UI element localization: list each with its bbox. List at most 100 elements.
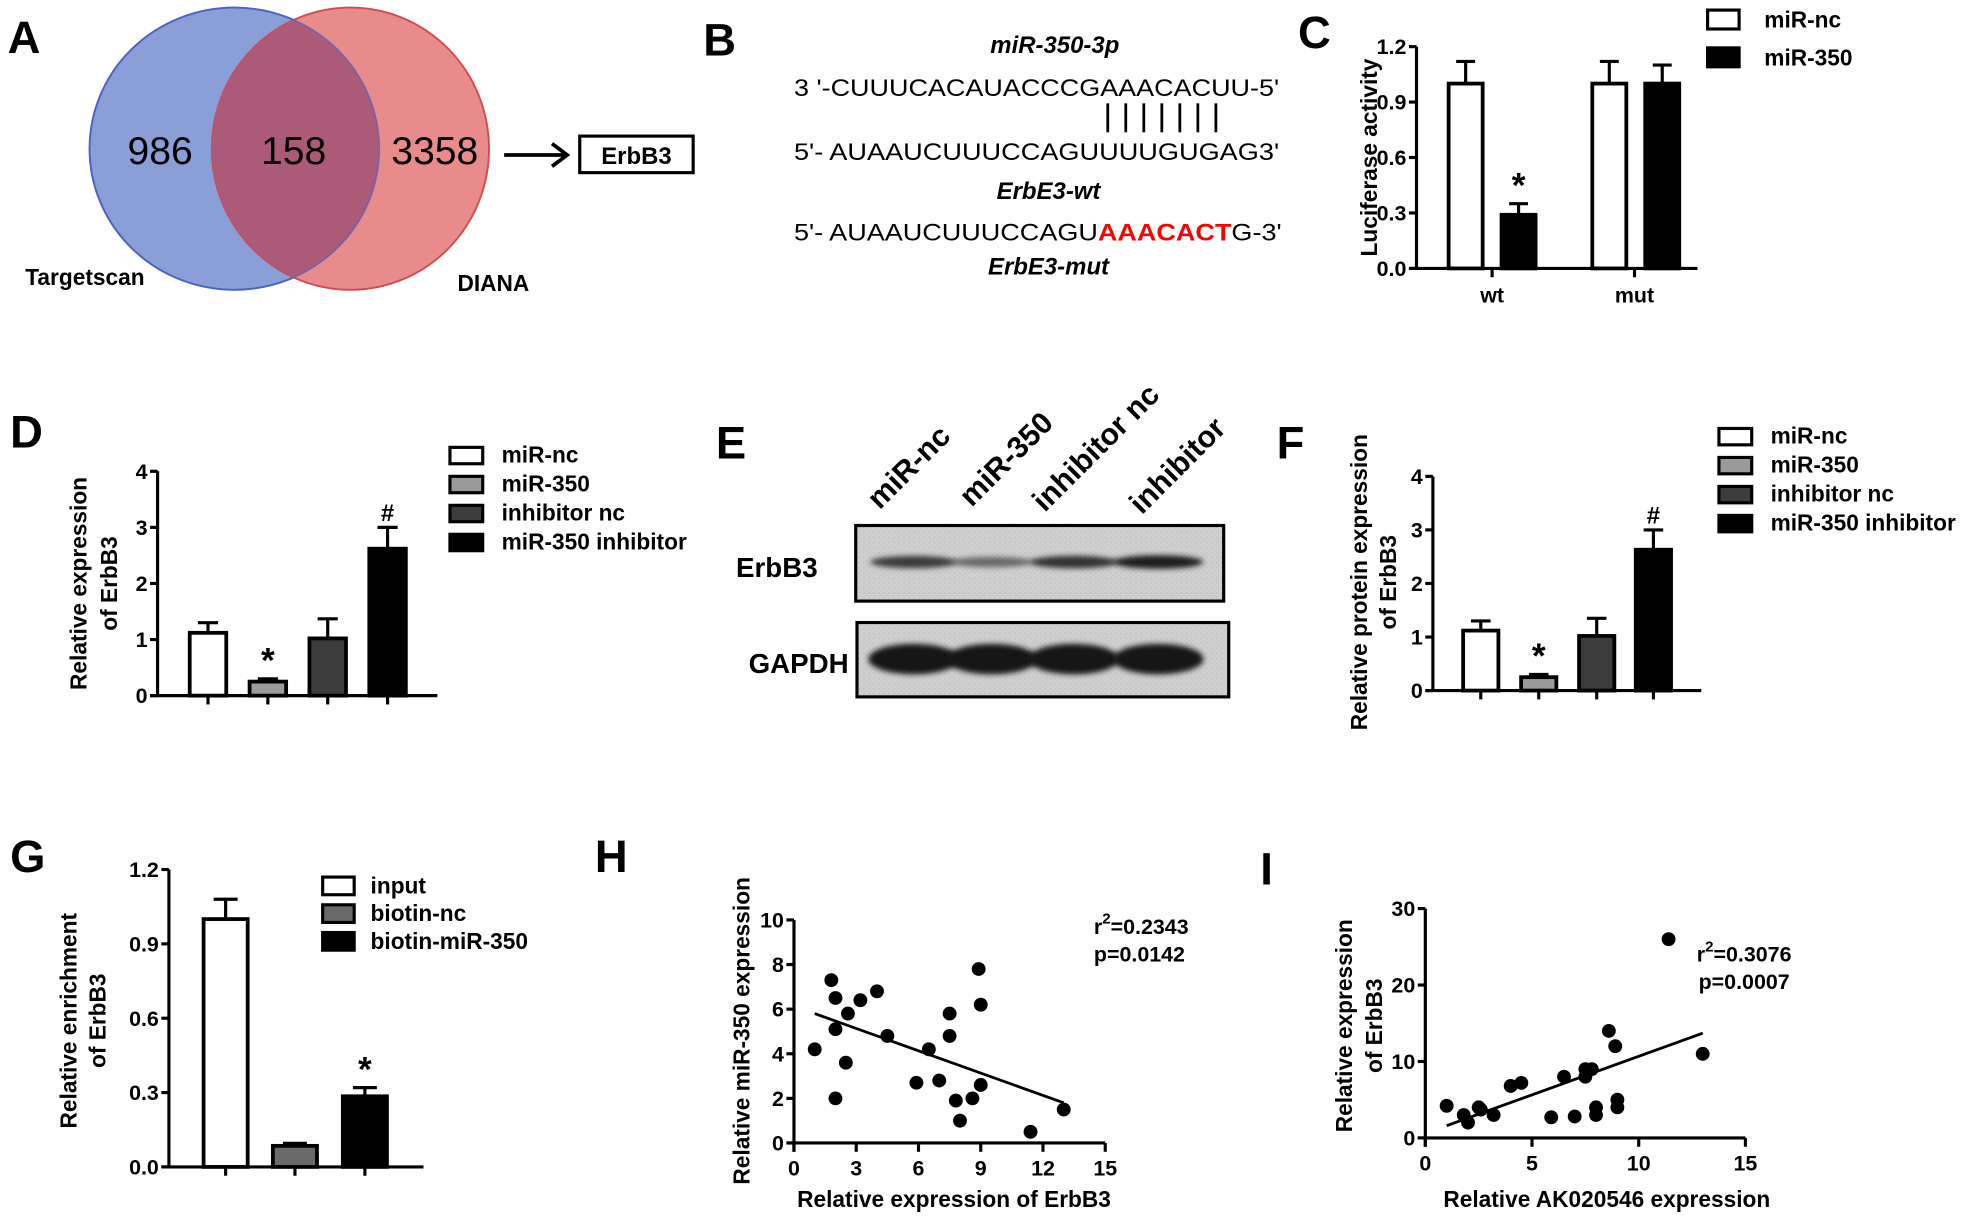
y-tick-label: 10	[760, 908, 784, 932]
y-tick-label: 3	[136, 516, 148, 540]
r-squared-superscript: 2	[1705, 938, 1713, 955]
lane-label: miR-nc	[861, 420, 957, 516]
data-point	[1601, 1023, 1616, 1038]
blot-band	[1113, 555, 1204, 569]
y-tick-label: 0	[772, 1132, 784, 1156]
y-axis-title: Luciferase activity	[1356, 58, 1382, 256]
data-point	[1584, 1062, 1599, 1077]
bar	[1461, 628, 1501, 693]
chart-panel-i: 0 10 20 30 0 5 10 15 Relative AK020546 expressio…	[1331, 897, 1792, 1212]
x-tick-label: 15	[1733, 1152, 1757, 1176]
mirna-sequence: 3 '-CUUUCACAUACCCGAAACACUU-5'	[794, 75, 1279, 102]
bar	[271, 1143, 319, 1169]
significance-mark: *	[358, 1050, 372, 1089]
y-axis-title: Relative enrichment	[56, 913, 82, 1129]
bar	[1446, 81, 1485, 271]
blot-band	[946, 643, 1038, 675]
data-point	[870, 984, 884, 999]
r-squared-stat: r2=0.3076	[1697, 938, 1792, 966]
mut-seq-suffix: G-3'	[1231, 220, 1281, 247]
blot-band	[1112, 643, 1204, 675]
legend-label: inhibitor nc	[1771, 481, 1894, 507]
r-squared-prefix: r	[1094, 915, 1102, 939]
y-axis-title: of ErbB3	[96, 536, 122, 630]
legend-label: miR-350	[502, 470, 590, 496]
panel-label: F	[1277, 418, 1305, 469]
data-point	[1661, 932, 1676, 947]
data-point	[1567, 1109, 1582, 1124]
x-tick-label: 5	[1526, 1152, 1538, 1176]
y-tick-label: 0	[136, 684, 148, 708]
mut-seq-mutated: AAACACT	[1098, 220, 1232, 247]
x-axis-title: Relative expression of ErbB3	[797, 1186, 1111, 1212]
wt-sequence: 5'- AUAAUCUUUCCAGUUUUGUGAG3'	[794, 139, 1279, 166]
p-value-stat: p=0.0007	[1699, 970, 1790, 994]
bar	[307, 636, 348, 698]
data-point	[1557, 1069, 1571, 1084]
data-point	[1439, 1098, 1454, 1113]
blot-band	[1028, 643, 1120, 675]
y-tick-label: 0.9	[129, 932, 159, 956]
y-tick-label: 30	[1391, 897, 1415, 921]
legend-swatch	[448, 474, 485, 495]
legend-swatch	[321, 875, 356, 897]
blot-label-erbb3: ErbB3	[736, 552, 818, 583]
legend-label: miR-350	[1764, 45, 1852, 71]
legend-swatch	[448, 503, 485, 524]
regression-line	[814, 1012, 1065, 1105]
y-tick-label: 0.3	[129, 1081, 159, 1105]
blot-band	[870, 555, 958, 569]
data-point	[1544, 1110, 1559, 1125]
bar	[1519, 675, 1559, 693]
legend-swatch	[321, 903, 356, 925]
data-point	[921, 1042, 936, 1057]
legend-swatch	[1717, 513, 1754, 534]
y-tick-label: 0.3	[1377, 202, 1407, 226]
bar	[1590, 81, 1629, 271]
legend-label: biotin-miR-350	[371, 928, 528, 954]
significance-mark: #	[381, 500, 394, 527]
chart-panel-g: * 0.0 0.3 0.6 0.9 1.2 Relative enrichment of Er…	[56, 858, 528, 1179]
legend-swatch	[321, 930, 356, 952]
y-tick-label: 10	[1391, 1050, 1415, 1074]
panel-label: G	[10, 831, 45, 882]
r-squared-value: =0.2343	[1111, 915, 1189, 939]
chart-panel-f: * #0 1 2 3 4 Relative protein expression of Erb…	[1346, 423, 1956, 731]
bar	[1633, 547, 1673, 693]
y-axis-title: Relative expression	[66, 477, 92, 690]
significance-mark: *	[1532, 637, 1546, 676]
bar	[1643, 81, 1682, 271]
y-tick-label: 1	[1411, 626, 1423, 650]
bar	[367, 546, 408, 698]
data-point	[1608, 1039, 1623, 1054]
x-tick-label: wt	[1479, 283, 1504, 307]
r-squared-stat: r2=0.2343	[1094, 911, 1189, 939]
chart-panel-d: * #0 1 2 3 4 Relative expression of ErbB3 miR-nc…	[66, 441, 687, 708]
legend-swatch	[1706, 46, 1741, 69]
charts: * 0.0 0.3 0.6 0.9 1.2 wt mut Luciferase activity…	[56, 7, 1956, 1213]
data-point	[948, 1093, 963, 1108]
legend-swatch	[1717, 455, 1754, 476]
y-axis-title: of ErbB3	[1375, 535, 1401, 629]
r-squared-value: =0.3076	[1714, 943, 1792, 967]
bar	[247, 679, 289, 698]
data-point	[973, 997, 988, 1012]
y-tick-label: 3	[1411, 518, 1423, 542]
x-tick-label: 9	[975, 1157, 987, 1181]
data-point	[1056, 1102, 1071, 1117]
legend-label: biotin-nc	[371, 900, 467, 926]
legend-label: miR-350 inhibitor	[1771, 510, 1956, 536]
legend-swatch	[448, 532, 485, 553]
y-tick-label: 0.6	[1377, 146, 1407, 170]
data-point	[828, 1022, 843, 1037]
data-point	[828, 1091, 843, 1106]
significance-mark: *	[261, 641, 275, 680]
venn-overlap	[211, 7, 380, 290]
legend-swatch	[1706, 8, 1741, 31]
x-tick-label: 15	[1093, 1157, 1117, 1181]
data-point	[1695, 1046, 1710, 1061]
blot-band	[950, 556, 1034, 568]
y-tick-label: 4	[136, 460, 148, 484]
panel-label: E	[716, 418, 746, 469]
